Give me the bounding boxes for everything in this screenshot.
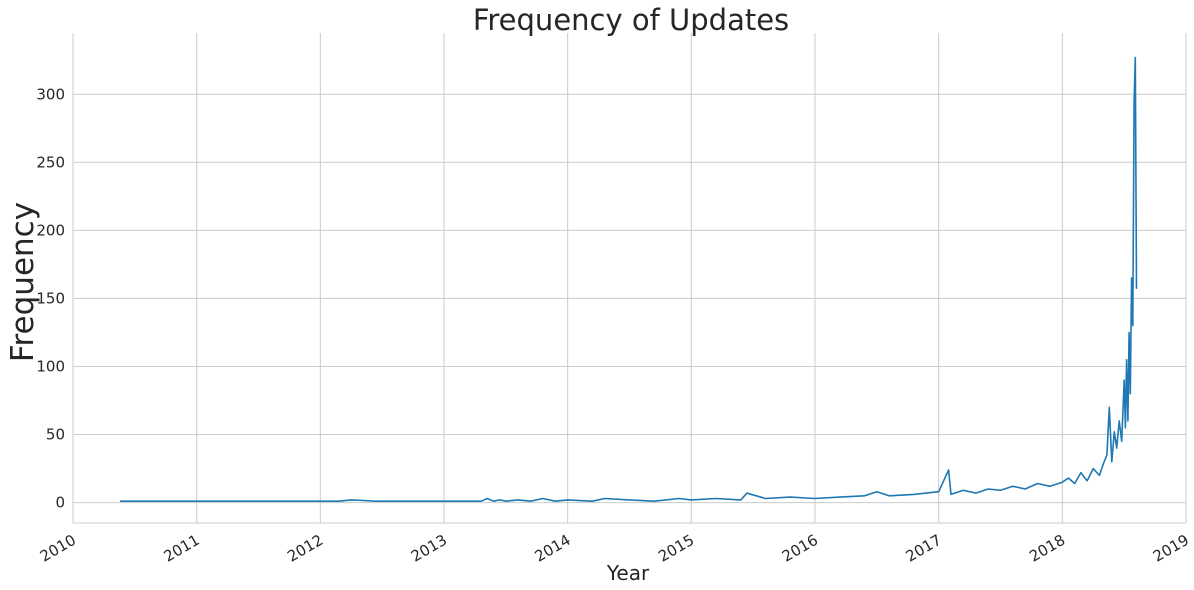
y-tick-label: 300: [36, 85, 65, 103]
x-tick-label: 2015: [655, 531, 697, 566]
y-tick-label: 200: [36, 221, 65, 239]
x-tick-label: 2014: [532, 531, 574, 566]
x-tick-label: 2016: [779, 531, 821, 566]
x-tick-label: 2019: [1150, 531, 1192, 566]
y-tick-labels: 0 50 100 150 200 250 300: [36, 85, 65, 511]
y-tick-label: 100: [36, 357, 65, 375]
series-layer: [120, 56, 1138, 503]
x-axis-label: Year: [606, 561, 650, 585]
x-tick-label: 2010: [37, 531, 79, 566]
y-tick-label: 50: [46, 426, 65, 444]
y-axis-label: Frequency: [5, 202, 41, 362]
x-tick-label: 2017: [903, 531, 945, 566]
series-line: [120, 56, 1138, 503]
x-tick-label: 2018: [1026, 531, 1068, 566]
y-tick-label: 150: [36, 289, 65, 307]
y-tick-label: 0: [55, 494, 65, 512]
x-tick-label: 2012: [284, 531, 326, 566]
x-tick-label: 2011: [161, 531, 203, 566]
x-tick-label: 2013: [408, 531, 450, 566]
chart-title: Frequency of Updates: [473, 3, 789, 37]
y-tick-label: 250: [36, 153, 65, 171]
axes: [72, 33, 1186, 524]
grid-lines: [72, 33, 1187, 523]
